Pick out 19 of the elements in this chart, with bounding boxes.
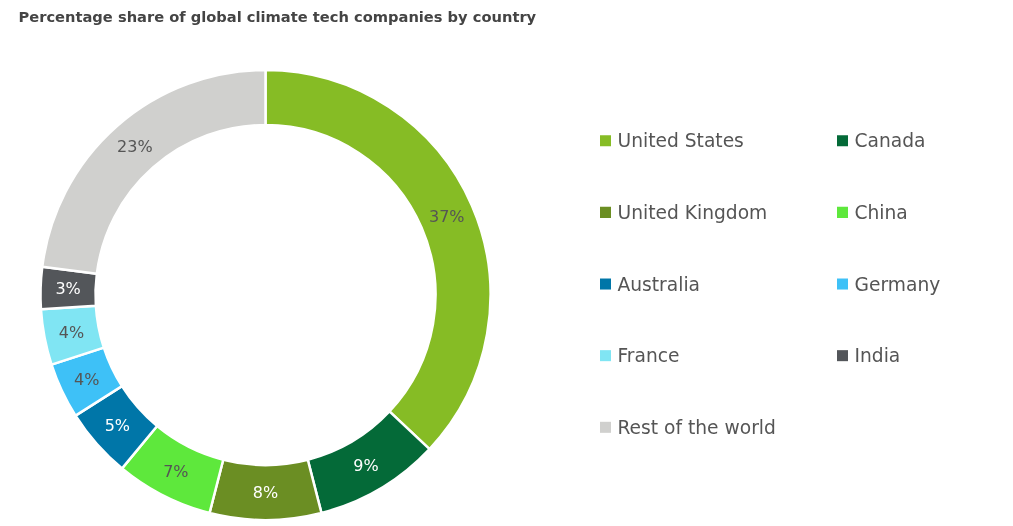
legend-label: Germany: [854, 273, 941, 295]
data-label: 23%: [117, 137, 153, 157]
legend-label: Australia: [617, 273, 701, 295]
data-label: 9%: [353, 455, 379, 475]
chart-title: Percentage share of global climate tech companies by country: [18, 7, 537, 25]
data-label: 5%: [104, 416, 131, 436]
legend-label: United Kingdom: [617, 201, 768, 223]
legend-label: United States: [617, 130, 744, 152]
data-label: 3%: [55, 279, 81, 299]
legend-label: France: [617, 345, 680, 367]
data-label: 7%: [163, 461, 189, 481]
data-label: 37%: [428, 206, 465, 226]
legend-label: China: [854, 201, 908, 223]
legend-label: India: [854, 345, 901, 367]
data-label: 8%: [252, 483, 279, 503]
data-label: 4%: [58, 322, 85, 342]
legend-label: Rest of the world: [617, 416, 776, 438]
data-label: 4%: [74, 369, 100, 389]
legend-label: Canada: [854, 130, 926, 152]
